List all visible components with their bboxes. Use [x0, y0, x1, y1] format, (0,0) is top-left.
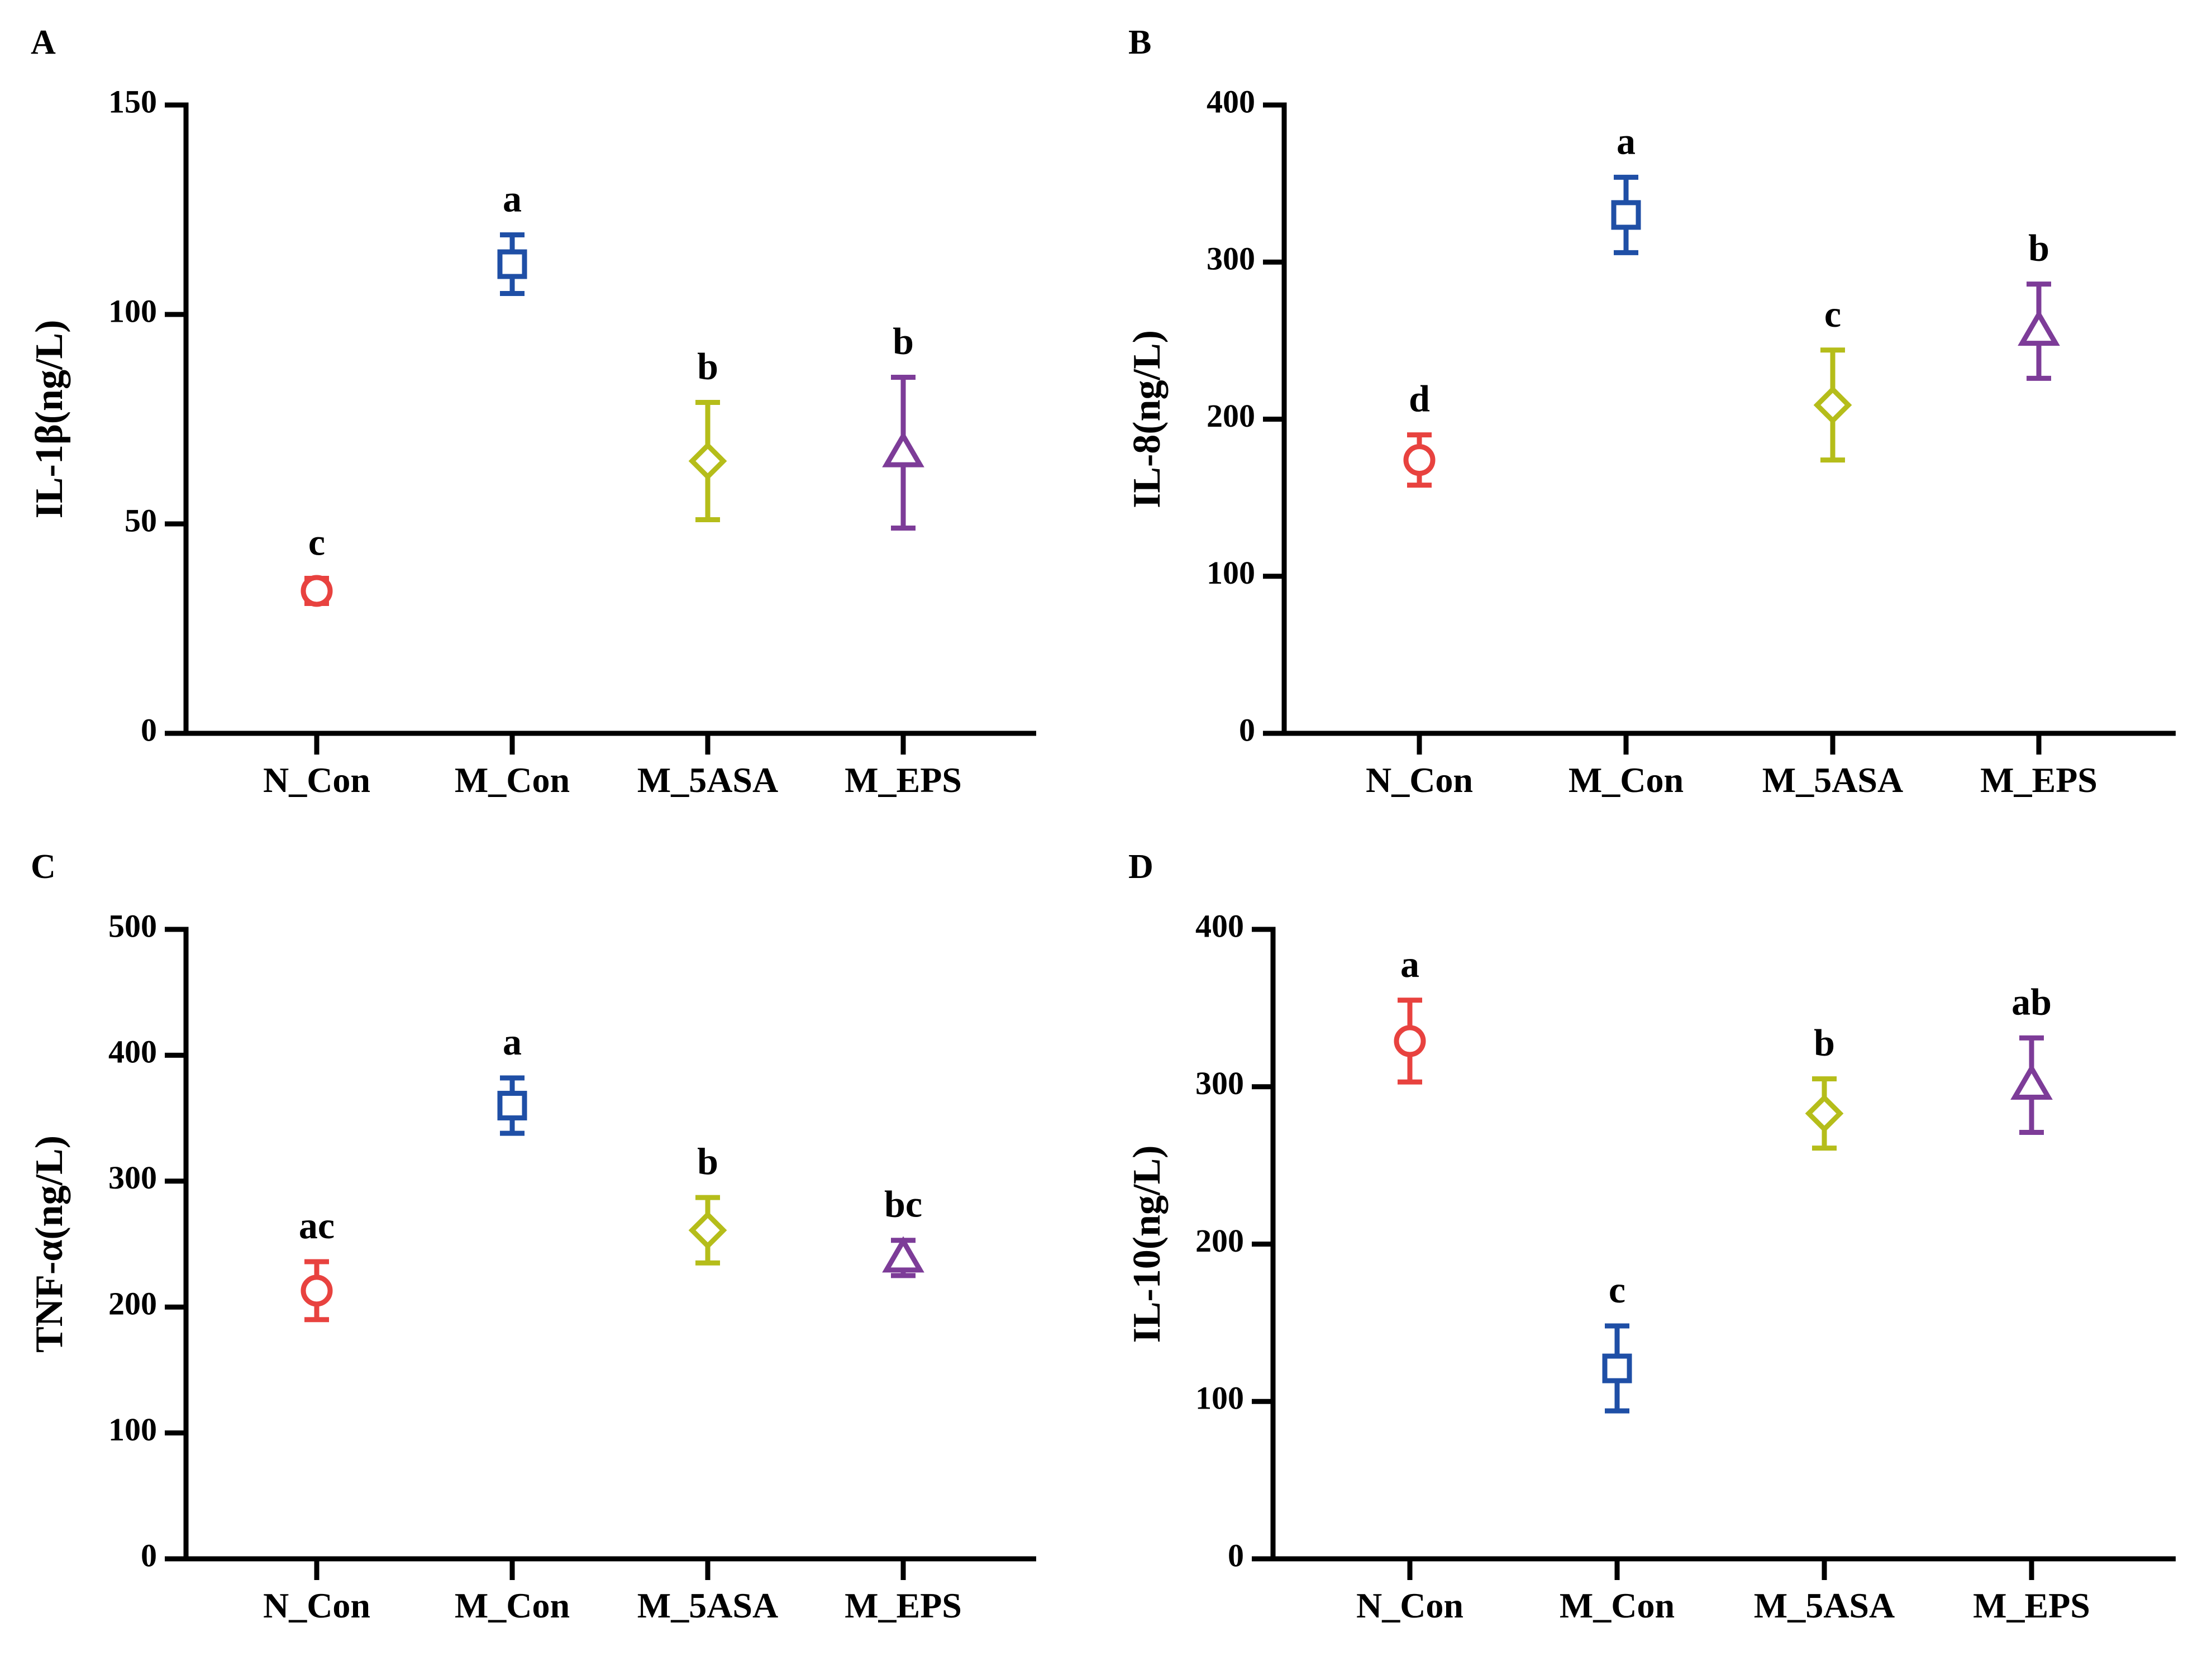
y-axis-title: IL-1β(ng/L) [28, 320, 71, 519]
x-tick-label: N_Con [1356, 1586, 1463, 1625]
y-tick-label: 400 [108, 1034, 157, 1070]
significance-letter: c [1609, 1268, 1625, 1311]
x-tick-label: M_Con [455, 760, 570, 800]
x-tick-label: M_Con [1560, 1586, 1675, 1625]
significance-letter: a [1617, 120, 1636, 162]
y-tick-label: 100 [108, 1411, 157, 1448]
y-tick-label: 100 [1195, 1380, 1244, 1416]
y-tick-label: 200 [1195, 1223, 1244, 1259]
data-point-n-con [301, 575, 333, 607]
x-tick-label: M_EPS [1973, 1586, 2090, 1625]
significance-letter: a [503, 1020, 522, 1063]
data-point-m-con [497, 249, 527, 279]
y-tick-label: 100 [108, 293, 157, 329]
data-point-m-5asa [1813, 385, 1852, 424]
x-tick-label: M_5ASA [1762, 760, 1903, 800]
x-tick-label: M_5ASA [1754, 1586, 1895, 1625]
x-tick-label: N_Con [263, 760, 370, 800]
data-point-m-eps [2018, 309, 2060, 346]
data-point-m-5asa [688, 442, 727, 480]
significance-letter: c [308, 521, 325, 564]
data-point-m-5asa [688, 1211, 727, 1250]
x-tick-label: M_EPS [845, 760, 962, 800]
y-tick-label: 400 [1195, 908, 1244, 944]
y-tick-label: 500 [108, 908, 157, 944]
y-tick-label: 0 [141, 712, 157, 748]
y-tick-label: 300 [108, 1159, 157, 1196]
x-tick-label: N_Con [1366, 760, 1473, 800]
panel-label: A [31, 23, 56, 61]
data-point-m-eps [2010, 1063, 2053, 1100]
y-tick-label: 0 [141, 1537, 157, 1573]
y-tick-label: 200 [1207, 398, 1255, 434]
panel-label: B [1128, 23, 1151, 61]
y-tick-label: 0 [1228, 1537, 1244, 1573]
significance-letter: bc [884, 1183, 922, 1225]
x-tick-label: M_EPS [845, 1586, 962, 1625]
y-tick-label: 300 [1207, 241, 1255, 277]
significance-letter: b [697, 1140, 718, 1182]
panel-label: D [1128, 848, 1153, 886]
data-point-m-con [1611, 200, 1641, 230]
y-tick-label: 150 [108, 83, 157, 120]
data-point-n-con [1394, 1025, 1426, 1057]
panel-label: C [31, 848, 56, 886]
significance-letter: a [1400, 943, 1419, 985]
x-tick-label: M_5ASA [637, 1586, 778, 1625]
data-point-m-eps [882, 1236, 924, 1273]
panel-d: D 0 100 200 300 400 IL-10(ng/L) N_Con a M_Con c M_5… [1126, 848, 2176, 1625]
y-tick-label: 100 [1207, 555, 1255, 591]
y-axis-title: IL-10(ng/L) [1126, 1146, 1169, 1343]
x-tick-label: M_Con [455, 1586, 570, 1625]
significance-letter: c [1824, 293, 1841, 335]
x-tick-label: N_Con [263, 1586, 370, 1625]
significance-letter: a [503, 178, 522, 220]
x-tick-label: M_Con [1569, 760, 1684, 800]
x-tick-label: M_5ASA [637, 760, 778, 800]
significance-letter: ab [2011, 980, 2052, 1023]
data-point-m-con [497, 1091, 527, 1121]
panel-c: C 0 100 200 300 400 500 TNF-α(ng/L) N_Con ac M_Con… [28, 848, 1036, 1625]
significance-letter: b [893, 320, 914, 362]
data-point-n-con [301, 1275, 333, 1307]
y-tick-label: 300 [1195, 1065, 1244, 1101]
y-tick-label: 400 [1207, 83, 1255, 120]
significance-letter: b [2028, 227, 2049, 269]
significance-letter: d [1409, 378, 1430, 420]
data-point-m-eps [882, 431, 924, 467]
data-point-m-5asa [1805, 1094, 1844, 1133]
y-tick-label: 200 [108, 1286, 157, 1322]
panel-a: A 0 50 100 150 IL-1β(ng/L) N_Con c M_Con a M_5ASA b… [28, 23, 1036, 800]
significance-letter: b [1814, 1022, 1835, 1064]
significance-letter: b [697, 345, 718, 388]
y-tick-label: 50 [125, 502, 157, 538]
data-point-n-con [1403, 444, 1436, 476]
data-point-m-con [1602, 1353, 1632, 1383]
x-tick-label: M_EPS [1980, 760, 2097, 800]
y-axis-title: TNF-α(ng/L) [28, 1135, 71, 1353]
significance-letter: ac [299, 1204, 335, 1247]
y-axis-title: IL-8(ng/L) [1126, 330, 1169, 508]
y-tick-label: 0 [1239, 712, 1255, 748]
panel-b: B 0 100 200 300 400 IL-8(ng/L) N_Con d M_Con a M_5A… [1126, 23, 2176, 800]
